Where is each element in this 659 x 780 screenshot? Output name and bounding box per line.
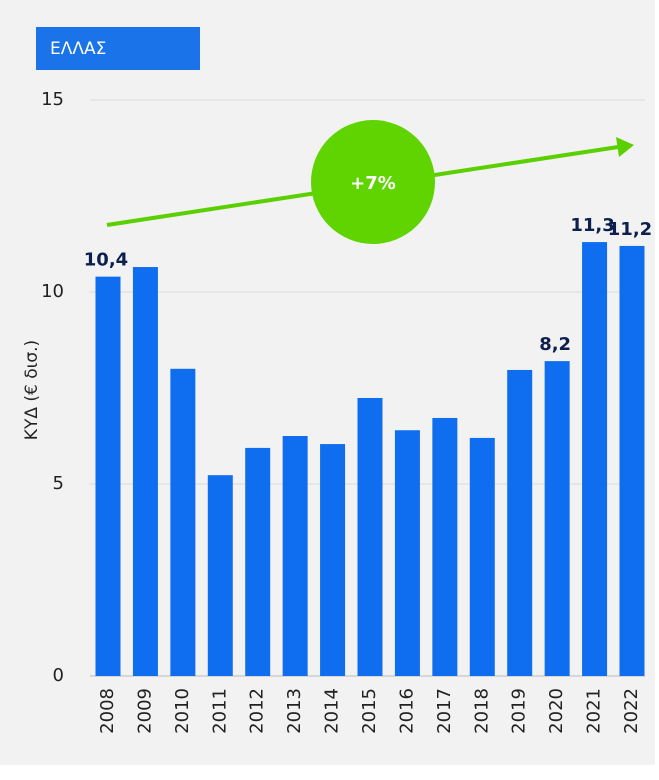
bar <box>207 475 233 676</box>
x-tick-label: 2012 <box>247 688 268 734</box>
bar <box>357 397 383 676</box>
x-tick-label: 2018 <box>471 688 492 734</box>
bar <box>95 276 121 676</box>
bar <box>170 368 196 676</box>
x-tick-label: 2020 <box>546 688 567 734</box>
bar <box>394 430 420 676</box>
y-axis-title: ΚΥΔ (€ δισ.) <box>22 340 42 440</box>
bar <box>544 361 570 676</box>
bar <box>282 436 308 676</box>
bar <box>320 444 346 676</box>
bar <box>507 369 533 676</box>
x-tick-label: 2017 <box>434 688 455 734</box>
x-tick-label: 2010 <box>172 688 193 734</box>
x-tick-label: 2019 <box>509 688 530 734</box>
x-tick-label: 2011 <box>209 688 230 734</box>
x-tick-label: 2016 <box>396 688 417 734</box>
y-tick-label: 5 <box>53 473 64 494</box>
x-tick-label: 2014 <box>322 688 343 734</box>
bar <box>245 447 271 676</box>
label: ΕΛΛΑΣ <box>50 39 106 59</box>
value-label: 11,2 <box>608 219 652 240</box>
x-tick-label: 2008 <box>97 688 118 734</box>
x-tick-label: 2022 <box>621 688 642 734</box>
bar <box>582 242 608 676</box>
y-tick-label: 0 <box>53 665 64 686</box>
x-tick-label: 2013 <box>284 688 305 734</box>
x-tick-label: 2021 <box>584 688 605 734</box>
bar <box>469 437 495 676</box>
value-label: 10,4 <box>84 250 128 271</box>
label-box <box>36 27 200 70</box>
y-tick-label: 15 <box>41 89 64 110</box>
value-label: 11,3 <box>570 215 614 236</box>
annotation: +7% <box>350 173 396 194</box>
value-label: 8,2 <box>539 334 571 355</box>
x-tick-label: 2015 <box>359 688 380 734</box>
x-tick-label: 2009 <box>134 688 155 734</box>
arrow-head <box>616 137 634 157</box>
annotation-circle <box>311 120 435 244</box>
y-tick-label: 10 <box>41 281 64 302</box>
bar <box>132 267 158 676</box>
bar <box>432 417 458 676</box>
bar <box>619 245 645 677</box>
